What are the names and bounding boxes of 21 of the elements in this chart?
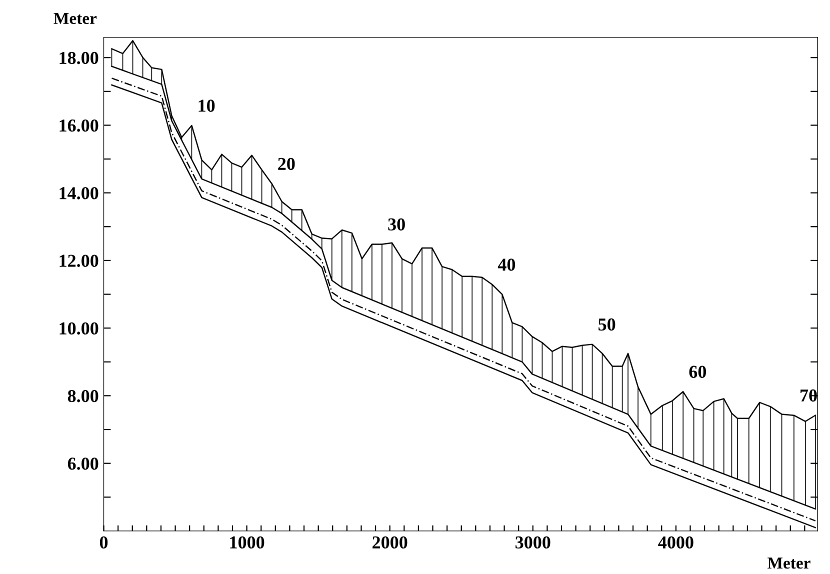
annotation: 10 xyxy=(198,100,215,112)
annotation: 20 xyxy=(278,158,295,170)
x-tick-label: 2000 xyxy=(372,536,408,549)
y-tick-label: 14.00 xyxy=(60,187,98,200)
y-tick-label: 6.00 xyxy=(68,458,98,470)
y-tick-label: 10.00 xyxy=(60,322,98,335)
x-tick-label: 0 xyxy=(100,536,108,549)
y-axis-title: Meter xyxy=(54,12,97,24)
y-tick-label: 18.00 xyxy=(60,52,98,64)
annotation: 30 xyxy=(388,218,405,231)
x-tick-label: 3000 xyxy=(516,536,550,549)
x-axis-title: Meter xyxy=(768,558,810,569)
annotation: 60 xyxy=(689,366,706,378)
x-tick-label: 4000 xyxy=(658,536,694,549)
annotation: 40 xyxy=(498,258,516,271)
y-tick-label: 16.00 xyxy=(60,119,98,132)
y-tick-label: 12.00 xyxy=(60,254,98,267)
annotation: 50 xyxy=(598,318,616,331)
annotation: 70 xyxy=(800,389,817,402)
y-tick-label: 8.00 xyxy=(68,390,98,402)
x-tick-label: 1000 xyxy=(230,536,264,549)
